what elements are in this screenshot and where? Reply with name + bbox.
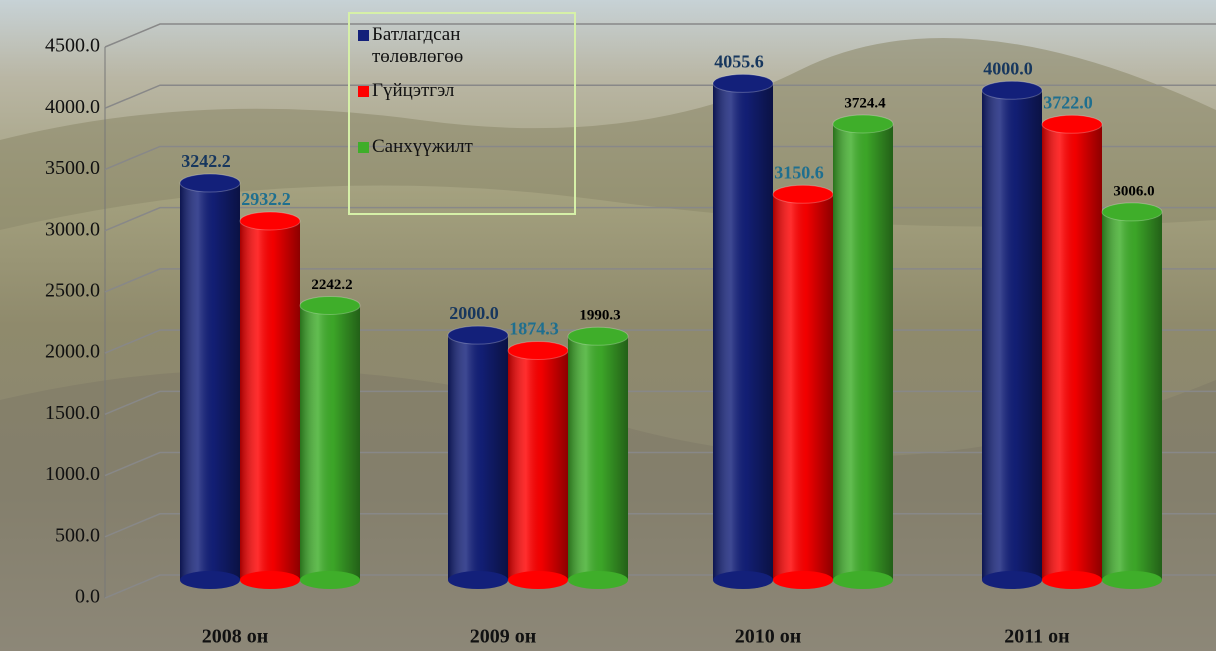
value-label: 4000.0 [983,58,1033,78]
x-tick-label: 2008 он [202,626,269,648]
y-tick-label: 3500.0 [45,157,100,179]
bar-bottom [448,571,508,589]
bar-top [508,342,568,360]
value-label: 3724.4 [844,95,886,111]
legend-label: Батлагдсан төлөвлөгөө [372,24,518,68]
bar-top [300,296,360,314]
bar-bottom [1042,571,1102,589]
bar-top [180,174,240,192]
bar-bottom [833,571,893,589]
value-label: 1874.3 [509,319,559,339]
value-label: 2242.2 [311,277,352,293]
bar-shade [1042,124,1102,580]
value-label: 4055.6 [714,52,764,72]
bar-top [1102,203,1162,221]
bar-bottom [240,571,300,589]
bar-top [240,212,300,230]
bar-top [773,185,833,203]
x-tick-label: 2009 он [470,626,537,648]
bar-shade [773,194,833,580]
value-label: 2932.2 [241,189,291,209]
bar-shade [448,335,508,580]
legend-item: Батлагдсан төлөвлөгөө [358,24,518,68]
value-label: 2000.0 [449,303,499,323]
bar-bottom [982,571,1042,589]
value-label: 1990.3 [579,308,620,324]
bar-shade [1102,212,1162,580]
bar-bottom [508,571,568,589]
legend-swatch [358,86,369,97]
chart: 0.0 500.0 1000.0 1500.0 2000.0 2500.0 3000.0 35… [0,0,1216,651]
bar-top [448,326,508,344]
bar-shade [508,351,568,580]
bar-bottom [713,571,773,589]
bar-shade [180,183,240,580]
legend-swatch [358,30,369,41]
bar-shade [300,305,360,580]
y-tick-label: 1000.0 [45,463,100,485]
page: 0.0 500.0 1000.0 1500.0 2000.0 2500.0 3000.0 35… [0,0,1216,651]
bar-top [982,81,1042,99]
bar-bottom [1102,571,1162,589]
bar-shade [833,124,893,580]
x-tick-label: 2011 он [1004,626,1069,648]
y-tick-label: 1500.0 [45,402,100,424]
bar-top [568,327,628,345]
legend-label: Гүйцэтгэл [372,80,454,102]
legend-item: Санхүүжилт [358,136,518,158]
bar-bottom [568,571,628,589]
bar-bottom [300,571,360,589]
y-tick-label: 4000.0 [45,96,100,118]
legend-swatch [358,142,369,153]
bar-top [1042,115,1102,133]
x-tick-label: 2010 он [735,626,802,648]
value-label: 3150.6 [774,162,824,182]
y-tick-label: 3000.0 [45,218,100,240]
legend-item: Гүйцэтгэл [358,80,518,102]
y-tick-label: 0.0 [75,586,100,608]
bar-shade [240,221,300,580]
legend-label: Санхүүжилт [372,136,473,158]
bar-top [833,115,893,133]
value-label: 3242.2 [181,151,231,171]
y-tick-label: 500.0 [55,524,100,546]
bar-top [713,74,773,92]
value-label: 3722.0 [1043,92,1093,112]
bar-bottom [773,571,833,589]
bar-shade [982,90,1042,580]
y-tick-label: 2000.0 [45,341,100,363]
bar-shade [568,336,628,580]
y-tick-label: 2500.0 [45,279,100,301]
value-label: 3006.0 [1113,183,1154,199]
bar-bottom [180,571,240,589]
legend: Батлагдсан төлөвлөгөө Гүйцэтгэл Санхүүжилт [348,12,576,215]
y-tick-label: 4500.0 [45,35,100,57]
bar-shade [713,83,773,580]
